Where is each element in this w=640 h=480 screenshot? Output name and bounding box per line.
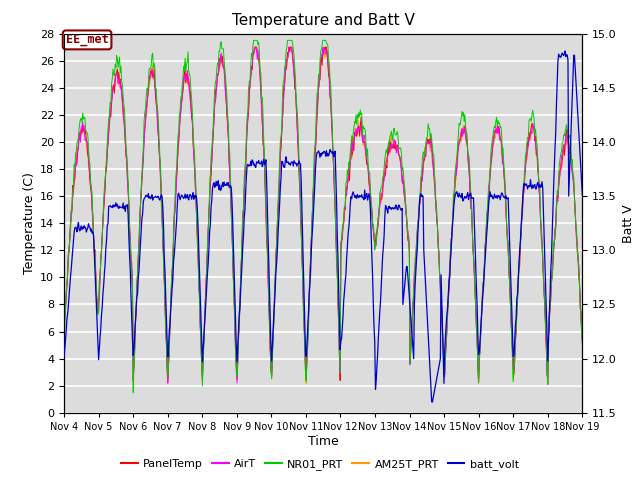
Title: Temperature and Batt V: Temperature and Batt V (232, 13, 415, 28)
X-axis label: Time: Time (308, 434, 339, 448)
Y-axis label: Temperature (C): Temperature (C) (23, 172, 36, 274)
Text: EE_met: EE_met (66, 34, 108, 47)
Y-axis label: Batt V: Batt V (623, 204, 636, 242)
Legend: PanelTemp, AirT, NR01_PRT, AM25T_PRT, batt_volt: PanelTemp, AirT, NR01_PRT, AM25T_PRT, ba… (116, 455, 524, 474)
